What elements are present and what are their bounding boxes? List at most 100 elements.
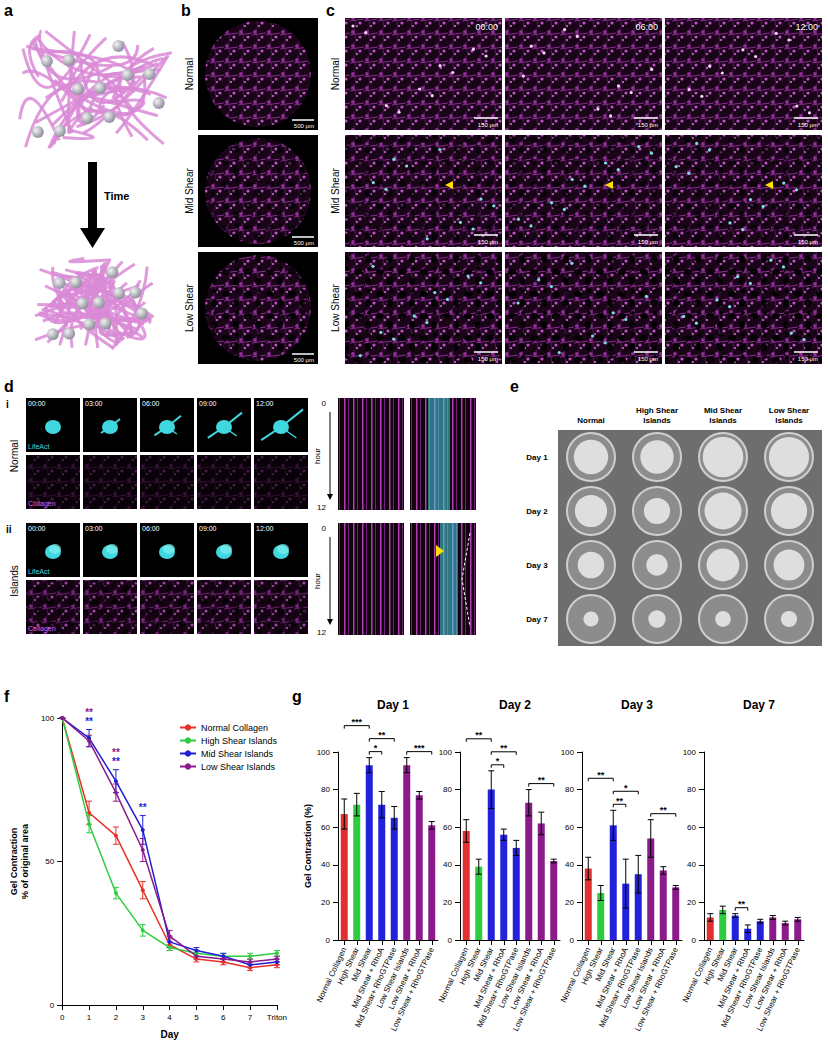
svg-text:**: ** [85,707,93,718]
svg-text:Day: Day [160,1029,179,1040]
svg-text:**: ** [660,805,668,815]
svg-text:Time: Time [104,190,129,202]
svg-text:b: b [181,2,191,19]
svg-text:g: g [292,688,302,705]
svg-text:Gel Contraction (%): Gel Contraction (%) [303,804,313,888]
svg-text:20: 20 [443,898,452,907]
svg-text:40: 40 [443,860,452,869]
svg-text:Islands: Islands [9,565,20,597]
svg-text:150 μm: 150 μm [478,356,498,362]
svg-text:Low Shear + RhoGTPase: Low Shear + RhoGTPase [633,946,680,1033]
svg-text:Low Shear: Low Shear [330,283,341,331]
svg-text:150 μm: 150 μm [798,122,818,128]
svg-text:**: ** [139,802,147,813]
svg-text:Low Shear: Low Shear [769,406,809,415]
svg-text:60: 60 [687,823,696,832]
svg-text:% of original area: % of original area [20,823,30,899]
svg-text:Islands: Islands [709,416,737,425]
svg-text:7: 7 [248,1013,253,1022]
svg-text:Day 7: Day 7 [526,615,548,624]
svg-text:500 μm: 500 μm [294,240,314,246]
svg-text:20: 20 [687,898,696,907]
svg-text:a: a [4,2,13,19]
svg-text:3: 3 [141,1013,146,1022]
svg-text:Day 2: Day 2 [499,698,531,712]
svg-text:LifeAct: LifeAct [28,568,49,575]
svg-text:Mid Shear Islands: Mid Shear Islands [201,749,274,759]
svg-text:100: 100 [439,748,453,757]
svg-text:12: 12 [317,628,326,637]
svg-text:150 μm: 150 μm [798,356,818,362]
svg-text:150 μm: 150 μm [638,239,658,245]
svg-text:Low Shear + RhoGTPase: Low Shear + RhoGTPase [389,946,436,1033]
svg-text:***: *** [414,743,425,753]
svg-text:12: 12 [317,503,326,512]
svg-text:*: * [496,756,500,766]
svg-text:*: * [624,783,628,793]
svg-text:**: ** [616,796,624,806]
svg-text:Normal: Normal [184,58,195,90]
svg-text:**: ** [500,743,508,753]
svg-text:Gel Contraction: Gel Contraction [9,828,19,896]
svg-text:Collagen: Collagen [28,500,56,508]
svg-text:60: 60 [443,823,452,832]
svg-text:**: ** [538,775,546,785]
svg-text:***: *** [351,717,362,727]
svg-text:100: 100 [317,748,331,757]
svg-text:Normal: Normal [330,58,341,90]
svg-text:06:00: 06:00 [142,525,160,532]
svg-text:0: 0 [60,1013,65,1022]
svg-text:150 μm: 150 μm [798,239,818,245]
svg-text:LifeAct: LifeAct [28,443,49,450]
svg-text:Day 3: Day 3 [621,698,653,712]
svg-text:40: 40 [321,860,330,869]
svg-text:80: 80 [687,785,696,794]
svg-text:High Shear: High Shear [636,406,678,415]
svg-text:Low Shear Islands: Low Shear Islands [201,762,276,772]
svg-text:40: 40 [687,860,696,869]
svg-text:Islands: Islands [775,416,803,425]
svg-text:12:00: 12:00 [795,22,818,32]
svg-text:0: 0 [50,1001,55,1010]
svg-text:06:00: 06:00 [635,22,658,32]
svg-text:Day 2: Day 2 [526,507,548,516]
svg-text:0: 0 [448,936,453,945]
svg-text:500 μm: 500 μm [294,357,314,363]
svg-text:Islands: Islands [643,416,671,425]
svg-text:00:00: 00:00 [28,525,46,532]
svg-text:4: 4 [167,1013,172,1022]
svg-text:Normal Collagen: Normal Collagen [201,723,268,733]
svg-text:0: 0 [322,524,327,533]
svg-text:Mid Shear: Mid Shear [330,168,341,214]
svg-text:Low Shear + RhoGTPase: Low Shear + RhoGTPase [511,946,558,1033]
svg-text:150 μm: 150 μm [638,356,658,362]
svg-text:Mid Shear: Mid Shear [184,168,195,214]
svg-text:**: ** [738,899,746,909]
svg-text:d: d [4,378,14,395]
svg-text:06:00: 06:00 [142,400,160,407]
svg-text:0: 0 [570,936,575,945]
svg-text:40: 40 [565,860,574,869]
svg-text:12:00: 12:00 [256,525,274,532]
svg-text:**: ** [475,730,483,740]
svg-text:150 μm: 150 μm [478,122,498,128]
svg-text:0: 0 [692,936,697,945]
svg-text:hour: hour [313,573,322,589]
svg-text:09:00: 09:00 [199,525,217,532]
svg-text:00:00: 00:00 [475,22,498,32]
svg-text:80: 80 [443,785,452,794]
svg-text:e: e [510,378,519,395]
svg-text:Low Shear: Low Shear [184,283,195,331]
svg-text:20: 20 [321,898,330,907]
svg-text:Normal: Normal [9,440,20,472]
svg-text:60: 60 [565,823,574,832]
svg-text:80: 80 [565,785,574,794]
svg-text:100: 100 [561,748,575,757]
svg-text:100: 100 [41,714,55,723]
svg-text:Mid Shear: Mid Shear [704,406,742,415]
svg-text:Low Shear + RhoGTPase: Low Shear + RhoGTPase [755,946,802,1033]
svg-text:1: 1 [87,1013,92,1022]
svg-text:hour: hour [313,448,322,464]
svg-text:09:00: 09:00 [199,400,217,407]
svg-text:03:00: 03:00 [85,400,103,407]
